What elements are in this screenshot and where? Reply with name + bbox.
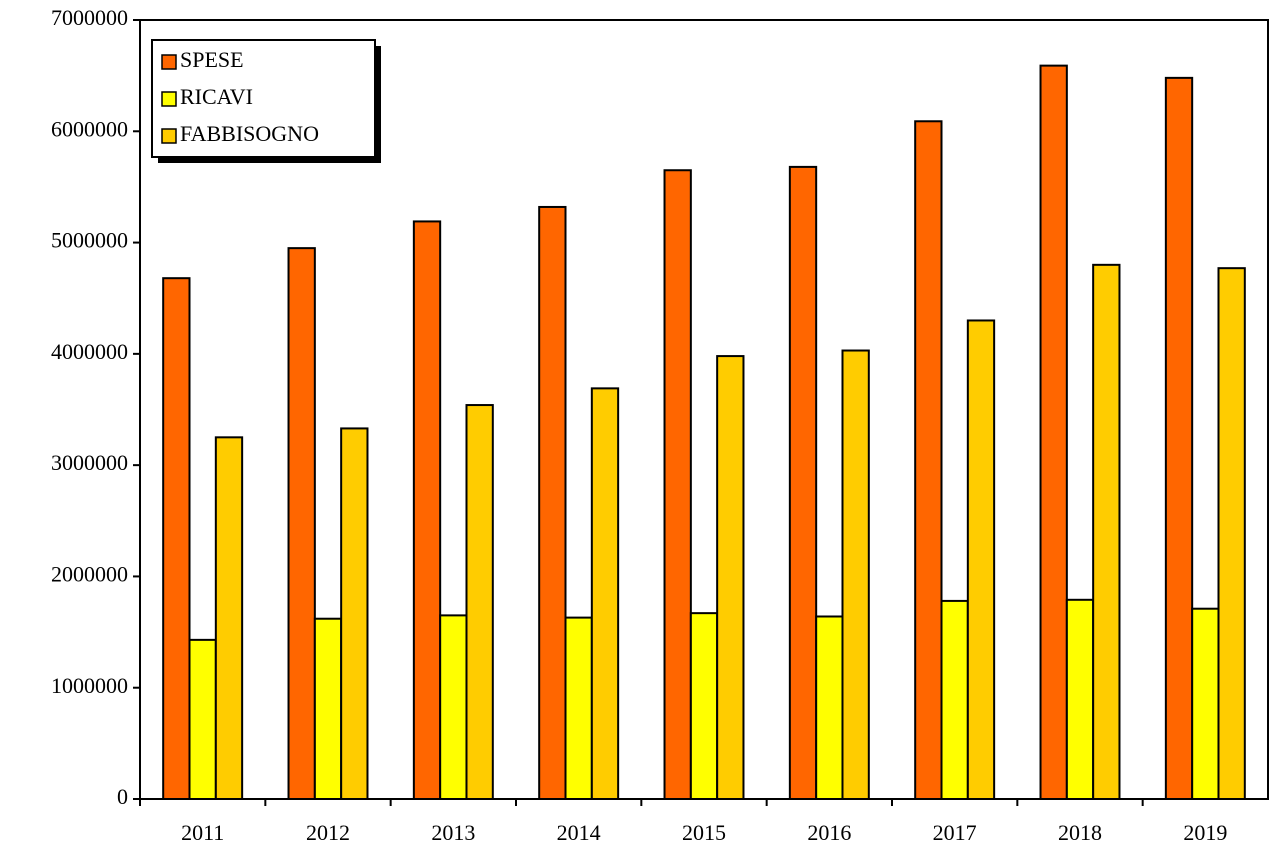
x-tick-label: 2017: [933, 820, 977, 845]
y-tick-label: 7000000: [51, 5, 128, 30]
bar: [1065, 598, 1095, 801]
legend-swatch: [161, 128, 177, 144]
bar: [465, 404, 494, 800]
bar: [340, 427, 369, 800]
bar: [287, 247, 316, 800]
bar: [590, 387, 620, 800]
bar: [815, 615, 844, 801]
bar: [716, 355, 745, 800]
bar: [1191, 607, 1220, 800]
x-tick-label: 2013: [431, 820, 475, 845]
bar: [689, 612, 719, 800]
x-tick-label: 2012: [306, 820, 350, 845]
legend-swatch: [161, 91, 177, 107]
x-tick-label: 2014: [557, 820, 601, 845]
legend-swatch: [161, 54, 177, 70]
bar: [1092, 263, 1121, 801]
bar: [1039, 64, 1068, 801]
y-tick-label: 6000000: [51, 116, 128, 141]
bar: [663, 169, 692, 800]
legend-label: SPESE: [180, 47, 244, 72]
bar: [214, 436, 244, 800]
x-tick-label: 2018: [1058, 820, 1102, 845]
x-tick-label: 2011: [181, 820, 224, 845]
y-tick-label: 3000000: [51, 450, 128, 475]
bar: [841, 349, 870, 800]
y-tick-label: 4000000: [51, 339, 128, 364]
x-tick-label: 2015: [682, 820, 726, 845]
bar: [1164, 76, 1194, 800]
bar: [439, 614, 468, 801]
legend-label: RICAVI: [180, 84, 253, 109]
legend: [151, 39, 376, 158]
bar: [538, 205, 567, 800]
y-tick-label: 2000000: [51, 561, 128, 586]
bar: [188, 638, 217, 801]
y-tick-label: 1000000: [51, 673, 128, 698]
x-tick-label: 2016: [807, 820, 851, 845]
x-tick-label: 2019: [1183, 820, 1227, 845]
y-tick-label: 0: [117, 784, 128, 809]
bar: [162, 277, 191, 800]
bar: [564, 616, 593, 801]
bar: [966, 319, 996, 800]
bar: [914, 120, 943, 800]
bar: [940, 599, 969, 801]
legend-label: FABBISOGNO: [180, 121, 319, 146]
bar: [313, 617, 343, 801]
bar: [1217, 267, 1246, 801]
y-tick-label: 5000000: [51, 228, 128, 253]
bar: [788, 165, 818, 800]
bar: [412, 220, 442, 801]
